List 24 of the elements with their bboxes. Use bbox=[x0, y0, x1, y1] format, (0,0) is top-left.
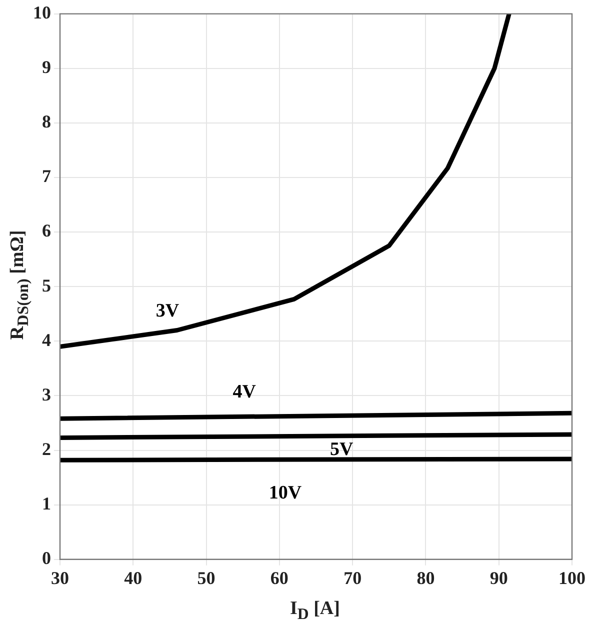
x-tick-label: 90 bbox=[490, 568, 508, 588]
y-tick-label: 8 bbox=[42, 112, 51, 132]
x-axis-title: I$_{D}$ [A] bbox=[289, 598, 341, 624]
y-tick-label: 0 bbox=[42, 548, 51, 568]
x-tick-label: 70 bbox=[344, 568, 362, 588]
x-tick-label: 60 bbox=[270, 568, 288, 588]
y-tick-label: 6 bbox=[42, 220, 51, 241]
series-label: 10V bbox=[268, 482, 302, 504]
series-label: 4V bbox=[232, 382, 256, 403]
y-tick-label: 4 bbox=[42, 330, 51, 350]
x-tick-label: 40 bbox=[124, 568, 142, 588]
y-tick-label: 3 bbox=[42, 384, 51, 404]
x-tick-label: 80 bbox=[416, 568, 435, 588]
series-label: 3V bbox=[156, 300, 180, 322]
y-tick-label: 5 bbox=[42, 275, 51, 296]
y-tick-label: 7 bbox=[42, 166, 51, 186]
x-tick-label: 50 bbox=[197, 568, 216, 588]
y-tick-label: 1 bbox=[42, 493, 51, 514]
x-tick-label: 100 bbox=[558, 568, 586, 588]
series-label: 5V bbox=[330, 438, 354, 460]
y-tick-label: 10 bbox=[33, 2, 51, 22]
x-tick-label: 30 bbox=[51, 568, 69, 588]
y-tick-label: 9 bbox=[42, 57, 51, 78]
y-tick-label: 2 bbox=[42, 438, 51, 459]
